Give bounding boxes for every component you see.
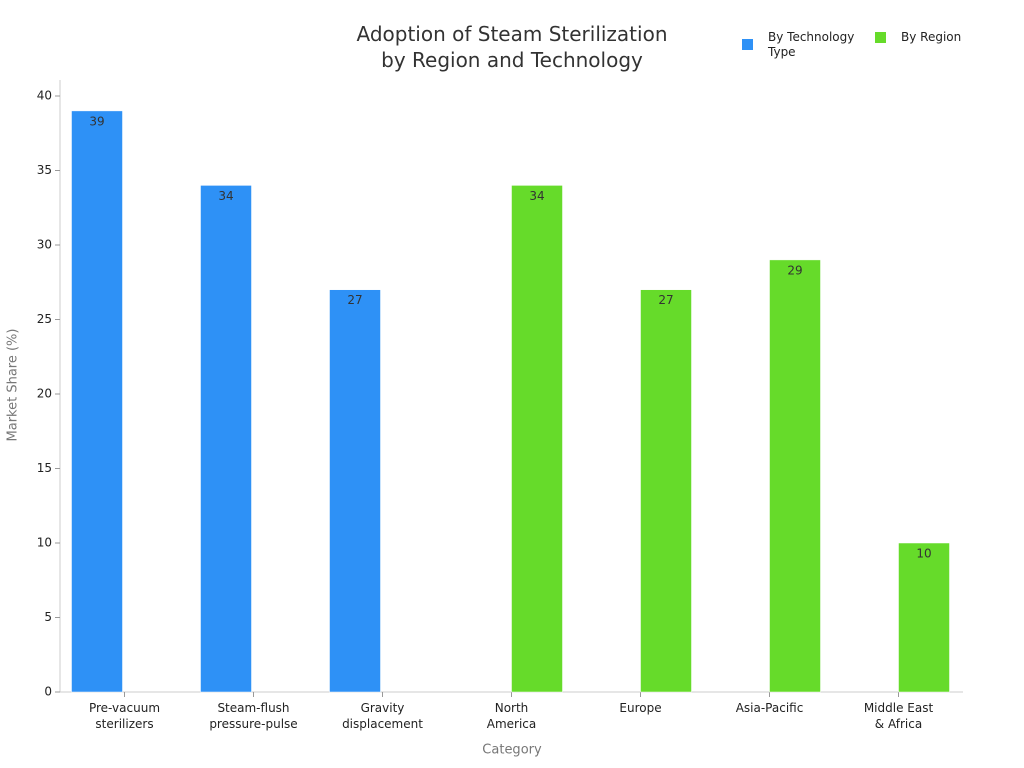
x-tick-label: Steam-flush pressure-pulse bbox=[209, 701, 298, 731]
y-tick-label: 20 bbox=[37, 387, 52, 401]
y-tick-label: 10 bbox=[37, 536, 52, 550]
value-label: 29 bbox=[787, 263, 802, 277]
y-tick-label: 40 bbox=[37, 89, 52, 103]
bar bbox=[511, 185, 563, 693]
x-tick-label: Europe bbox=[619, 701, 662, 715]
y-axis-label: Market Share (%) bbox=[6, 329, 21, 442]
y-tick-label: 25 bbox=[37, 312, 52, 326]
value-label: 39 bbox=[89, 114, 104, 128]
y-tick-label: 15 bbox=[37, 461, 52, 475]
bar bbox=[769, 259, 821, 693]
x-axis-label: Category bbox=[482, 743, 542, 758]
value-label: 34 bbox=[218, 189, 233, 203]
legend-label: By Region bbox=[901, 30, 962, 44]
legend-label: By Technology Type bbox=[768, 30, 855, 59]
value-label: 34 bbox=[529, 189, 544, 203]
y-tick-label: 30 bbox=[37, 238, 52, 252]
value-label: 10 bbox=[916, 547, 931, 561]
x-tick-label: Gravity displacement bbox=[342, 701, 423, 731]
value-label: 27 bbox=[658, 293, 673, 307]
chart-title: Adoption of Steam Sterilization by Regio… bbox=[356, 22, 668, 72]
x-tick-label: Asia-Pacific bbox=[735, 701, 804, 715]
y-tick-label: 0 bbox=[44, 685, 52, 699]
x-tick-label: North America bbox=[486, 701, 537, 731]
x-tick-label: Pre-vacuum sterilizers bbox=[88, 701, 161, 731]
y-tick-label: 35 bbox=[37, 163, 52, 177]
y-tick-label: 5 bbox=[44, 610, 52, 624]
x-tick-label: Middle East & Africa bbox=[863, 701, 934, 731]
bar bbox=[329, 289, 381, 693]
bar bbox=[640, 289, 692, 693]
bar bbox=[200, 185, 252, 693]
value-label: 27 bbox=[347, 293, 362, 307]
legend-swatch bbox=[742, 39, 753, 50]
bar bbox=[71, 110, 123, 693]
legend-swatch bbox=[875, 32, 886, 43]
bar bbox=[898, 542, 950, 693]
